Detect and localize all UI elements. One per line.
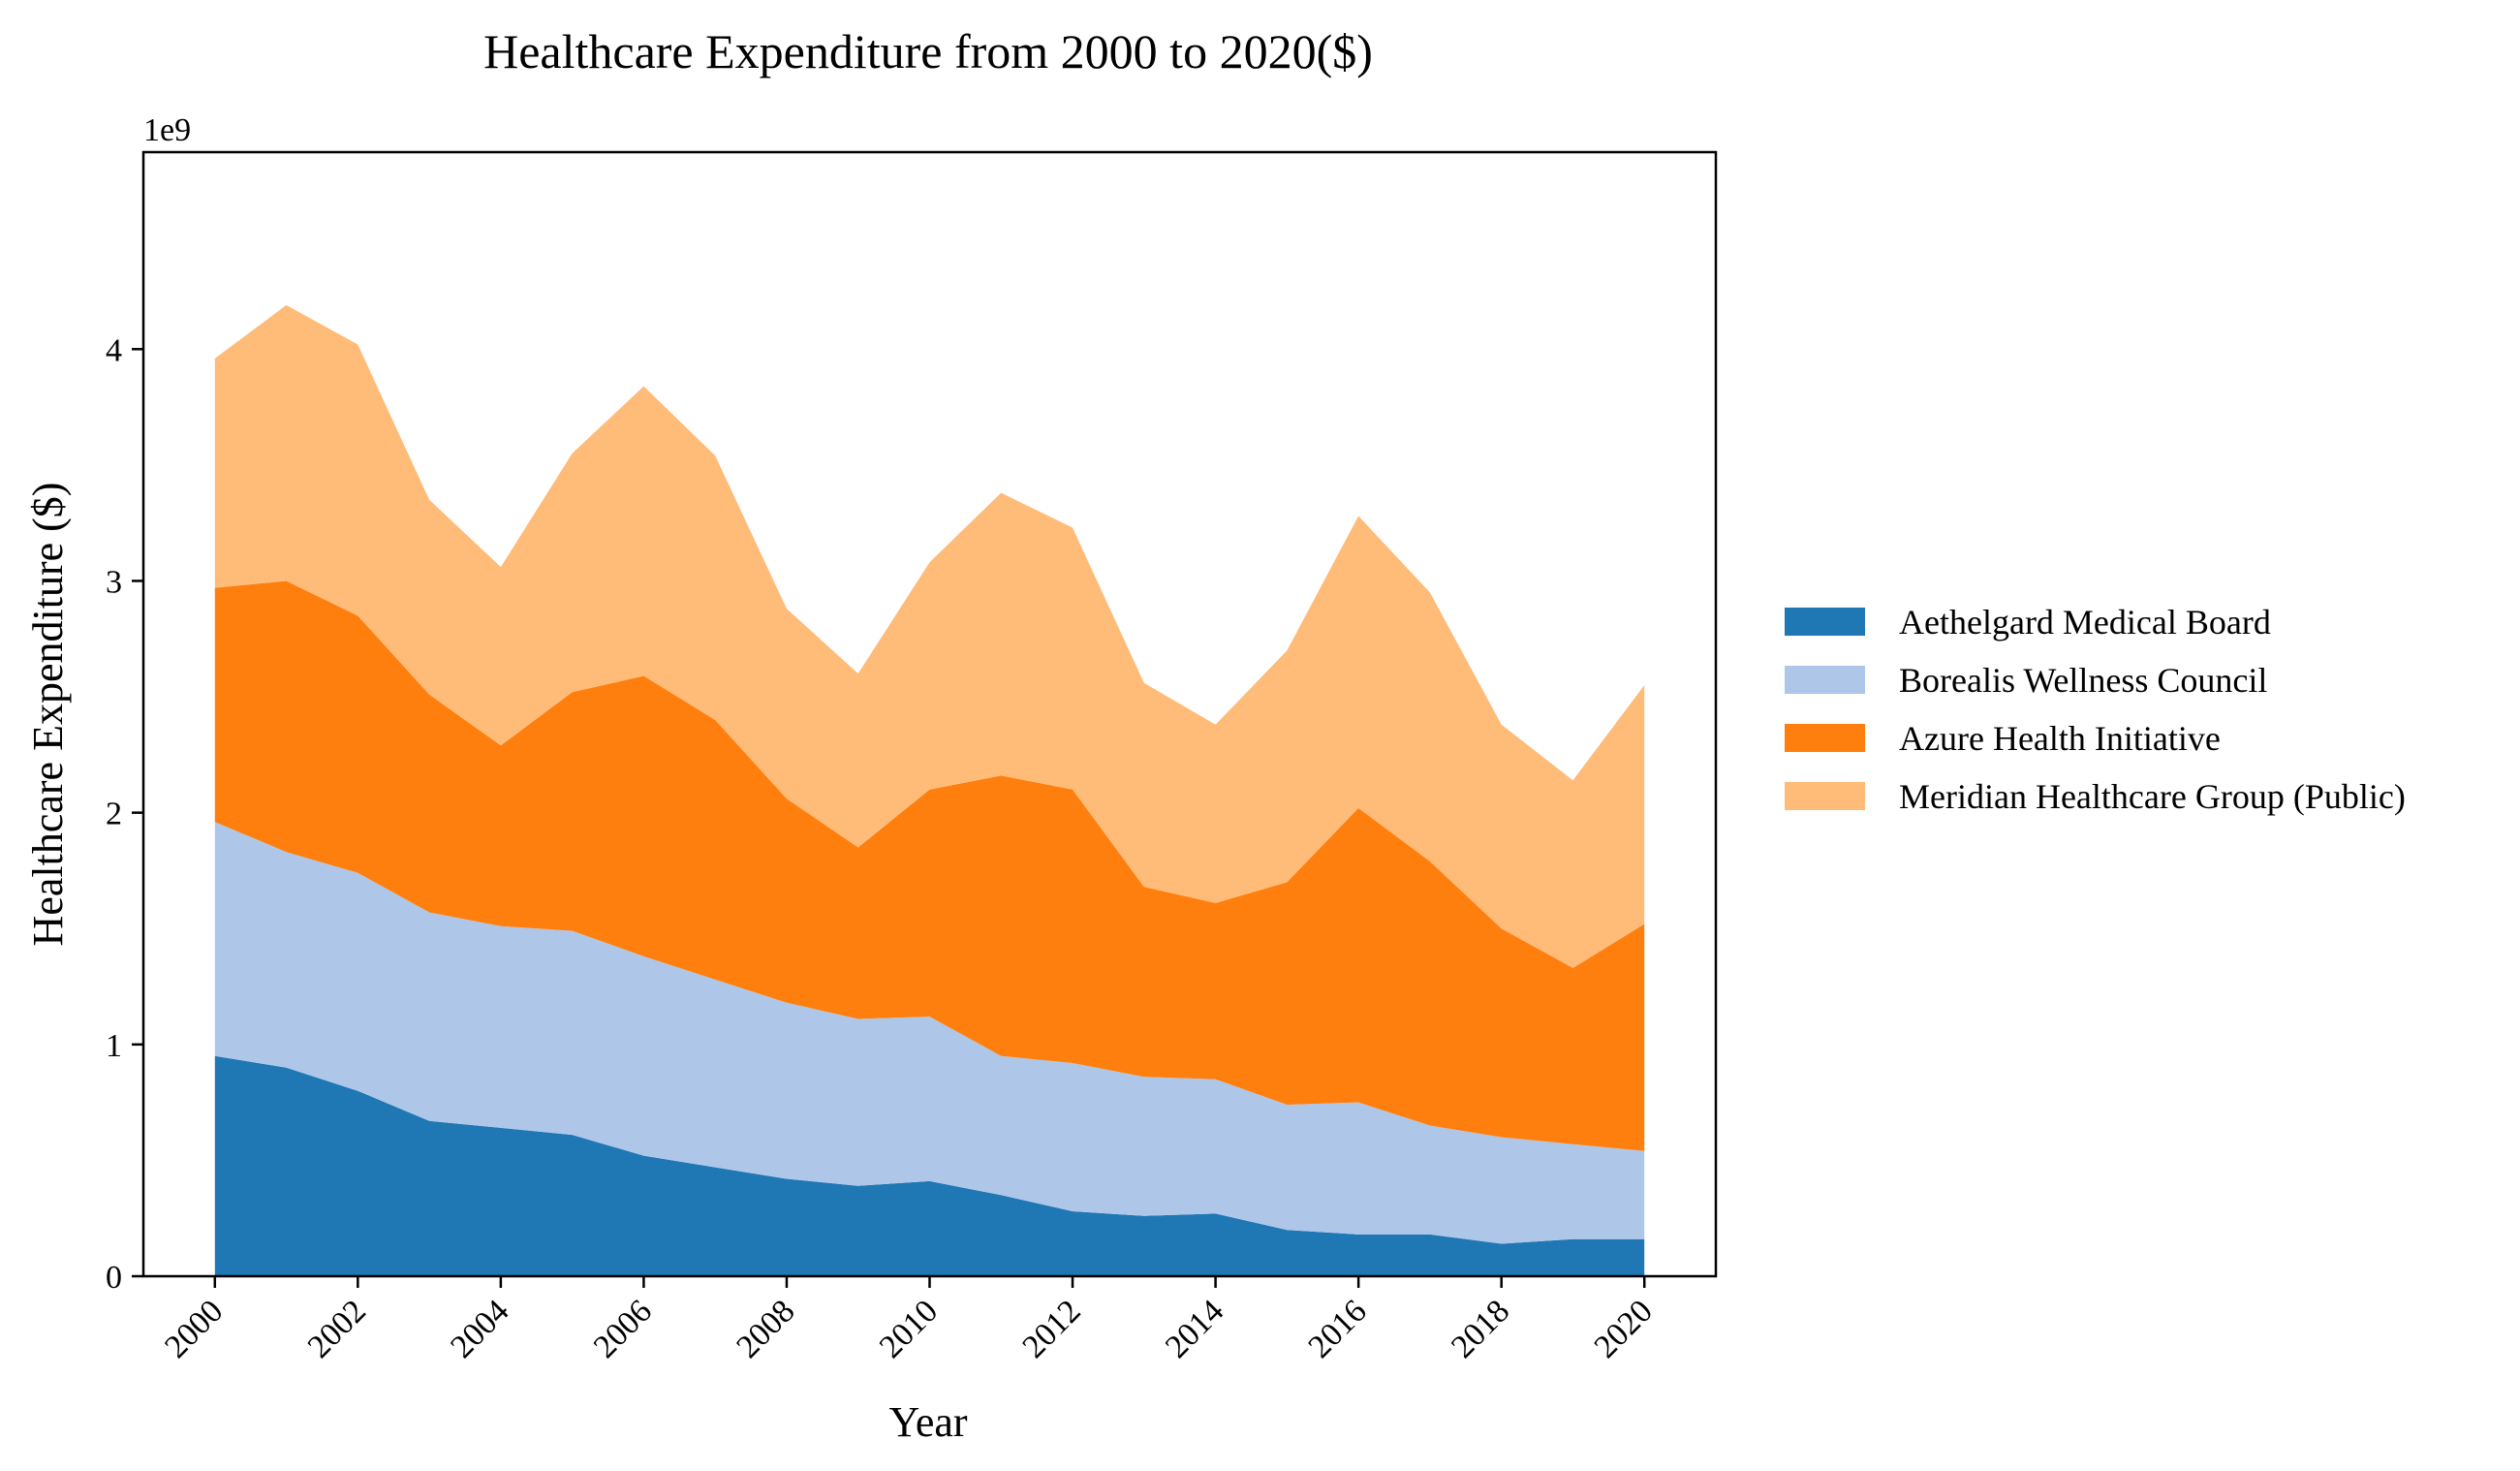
x-tick-label: 2008 — [730, 1293, 801, 1364]
x-tick-label: 2006 — [587, 1293, 659, 1364]
x-tick-label: 2016 — [1302, 1293, 1374, 1364]
area-layers — [214, 304, 1645, 1276]
legend-swatch-2 — [1785, 666, 1865, 694]
y-axis-label: Healthcare Expenditure ($) — [24, 483, 72, 947]
x-tick-label: 2020 — [1588, 1293, 1660, 1364]
y-offset-label: 1e9 — [143, 112, 191, 148]
y-tick-label: 3 — [106, 564, 122, 600]
legend-label-4: Meridian Healthcare Group (Public) — [1899, 777, 2406, 816]
x-axis-label: Year — [888, 1398, 967, 1446]
legend-label-3: Azure Health Initiative — [1899, 719, 2221, 758]
legend-swatch-3 — [1785, 724, 1865, 752]
x-tick-label: 2000 — [158, 1293, 230, 1364]
x-tick-label: 2018 — [1445, 1293, 1516, 1364]
x-tick-label: 2004 — [444, 1293, 515, 1364]
legend: Aethelgard Medical Board Borealis Wellnes… — [1785, 603, 2406, 816]
y-tick-label: 2 — [106, 797, 122, 832]
area-series-4 — [214, 304, 1645, 968]
legend-label-1: Aethelgard Medical Board — [1899, 603, 2271, 642]
x-tick-label: 2002 — [301, 1293, 373, 1364]
area-series-1 — [214, 1055, 1645, 1276]
y-tick-label: 4 — [106, 332, 122, 368]
x-tick-label: 2010 — [873, 1293, 945, 1364]
x-tick-label: 2014 — [1159, 1293, 1230, 1364]
x-axis: 2000 2002 2004 2006 2008 2010 2012 2014 2016 2018… — [158, 1276, 1660, 1365]
area-series-2 — [214, 822, 1645, 1244]
x-tick-label: 2012 — [1015, 1293, 1087, 1364]
legend-label-2: Borealis Wellness Council — [1899, 661, 2267, 700]
chart-title: Healthcare Expenditure from 2000 to 2020… — [483, 24, 1373, 78]
y-tick-label: 1 — [106, 1028, 122, 1064]
legend-swatch-4 — [1785, 782, 1865, 810]
legend-swatch-1 — [1785, 608, 1865, 636]
y-axis: 0 1 2 3 4 — [106, 332, 143, 1296]
area-series-3 — [214, 580, 1645, 1151]
y-tick-label: 0 — [106, 1260, 122, 1296]
